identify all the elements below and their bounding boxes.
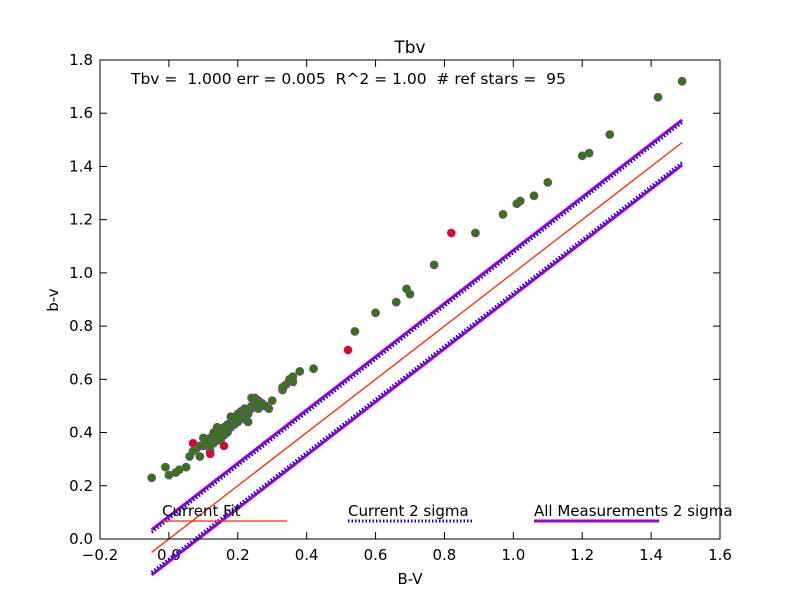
- data-point: [529, 191, 539, 201]
- y-tick-label: 0.0: [69, 530, 93, 548]
- data-point: [233, 412, 243, 421]
- data-point: [260, 401, 270, 411]
- y-tick-label: 1.4: [69, 157, 93, 175]
- data-point: [515, 196, 525, 206]
- y-tick-label: 1.6: [69, 104, 93, 122]
- data-point: [429, 260, 439, 270]
- data-point: [147, 473, 157, 483]
- x-tick-label: 0.4: [295, 546, 319, 564]
- y-tick-label: 1.0: [69, 264, 93, 282]
- data-point: [677, 76, 687, 86]
- y-tick-label: 0.2: [69, 477, 93, 495]
- x-tick-label: 1.6: [708, 546, 732, 564]
- data-point: [371, 308, 380, 318]
- y-tick-label: 0.8: [69, 317, 93, 335]
- data-point: [350, 327, 360, 336]
- data-point: [295, 366, 305, 376]
- rejected-data-point: [446, 228, 456, 238]
- data-point: [181, 462, 191, 472]
- data-point: [288, 372, 298, 382]
- rejected-data-point: [343, 345, 353, 355]
- chart-title: Tbv: [393, 38, 425, 58]
- rejected-data-point: [205, 449, 215, 459]
- data-points: [147, 76, 687, 483]
- x-tick-label: 0.8: [433, 546, 457, 564]
- data-point: [243, 417, 253, 427]
- y-tick-label: 0.4: [69, 424, 93, 442]
- data-point: [309, 364, 318, 374]
- data-point: [471, 228, 480, 238]
- data-point: [219, 425, 229, 435]
- data-point: [267, 396, 277, 406]
- data-point: [240, 406, 250, 416]
- all-sigma-lower-line: [150, 163, 684, 577]
- data-point: [212, 430, 222, 440]
- rejected-data-point: [219, 441, 229, 451]
- x-tick-label: 1.2: [570, 546, 594, 564]
- x-tick-label: −0.2: [82, 546, 118, 564]
- y-tick-label: 1.8: [69, 51, 93, 69]
- fit-annotation: Tbv = 1.000 err = 0.005 R^2 = 1.00 # ref…: [130, 70, 566, 88]
- data-point: [498, 209, 508, 219]
- y-axis-label: b-v: [44, 288, 62, 312]
- x-tick-label: 1.4: [639, 546, 663, 564]
- data-point: [202, 436, 212, 445]
- x-tick-label: 0.2: [226, 546, 250, 564]
- plot-frame: [99, 59, 721, 540]
- rejected-data-point: [188, 438, 198, 448]
- data-point: [195, 452, 205, 461]
- data-point: [405, 289, 415, 299]
- axis-ticks: −0.2 0.0 0.2 0.4 0.6 0.8 1.0 1.2 1.4 1.60.00.20.4…: [69, 51, 732, 564]
- x-tick-label: 1.0: [501, 546, 525, 564]
- legend-label-all-measurements-2-sigma: All Measurements 2 sigma: [534, 502, 733, 520]
- y-tick-label: 0.6: [69, 370, 93, 388]
- legend: Current Fit Current 2 sigma All Measurem…: [162, 502, 733, 523]
- x-tick-label: 0.0: [157, 546, 181, 564]
- data-point: [584, 148, 594, 158]
- sigma-bands: [150, 118, 684, 577]
- all-sigma-upper-line: [150, 118, 684, 531]
- y-tick-label: 1.2: [69, 211, 93, 229]
- data-point: [605, 130, 615, 139]
- data-point: [161, 462, 170, 472]
- legend-label-current-2-sigma: Current 2 sigma: [348, 502, 469, 520]
- data-point: [391, 297, 401, 307]
- data-point: [653, 92, 663, 102]
- x-axis-label: B-V: [397, 570, 423, 588]
- current-fit-line: [151, 141, 683, 553]
- x-tick-label: 0.6: [364, 546, 388, 564]
- data-point: [188, 446, 198, 456]
- data-point: [543, 178, 553, 187]
- legend-label-current-fit: Current Fit: [162, 502, 241, 520]
- data-point: [247, 393, 256, 403]
- data-point: [278, 382, 287, 392]
